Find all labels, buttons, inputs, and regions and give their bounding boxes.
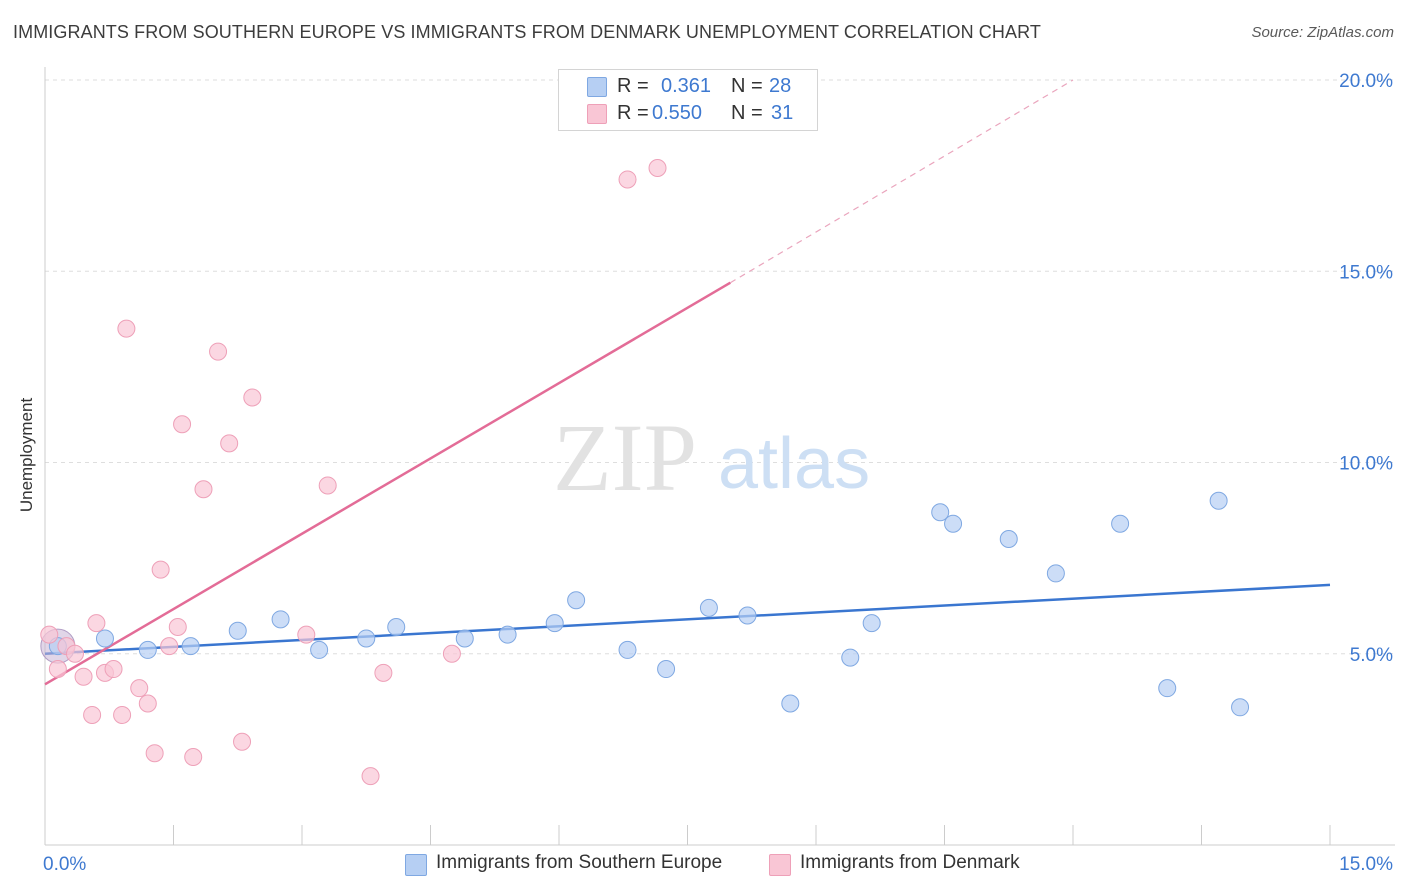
swatch-southern-europe [587,77,607,97]
point-denmark [209,342,228,361]
y-tick-label: 5.0% [1350,645,1393,666]
legend-label-southern-europe: Immigrants from Southern Europe [436,852,723,873]
point-southern-europe [95,629,114,648]
point-southern-europe [618,640,637,659]
point-southern-europe [1209,491,1228,510]
point-southern-europe [181,637,200,656]
y-tick-label: 20.0% [1339,71,1393,92]
point-denmark [83,705,102,724]
point-denmark [184,748,203,767]
point-denmark [48,660,67,679]
point-southern-europe [1231,698,1250,717]
n-value: 28 [769,75,792,97]
source-label: Source: ZipAtlas.com [1251,24,1394,41]
point-denmark [243,388,262,407]
legend-swatch-southern-europe [405,854,427,876]
point-southern-europe [545,614,564,633]
point-southern-europe [228,621,247,640]
grid-lines [45,79,1395,655]
point-southern-europe [862,614,881,633]
point-southern-europe [387,617,406,636]
point-denmark [361,767,380,786]
point-southern-europe [841,648,860,667]
data-points [40,158,1250,786]
point-southern-europe [455,629,474,648]
watermark: ZIP atlas [553,404,870,511]
r-value: 0.361 [661,75,712,97]
point-southern-europe [271,610,290,629]
point-southern-europe [1111,514,1130,533]
point-denmark [65,644,84,663]
point-denmark [374,663,393,682]
point-denmark [168,617,187,636]
point-southern-europe [357,629,376,648]
point-denmark [40,625,59,644]
point-southern-europe [944,514,963,533]
point-denmark [194,480,213,499]
point-denmark [130,679,149,698]
point-southern-europe [699,598,718,617]
point-southern-europe [738,606,757,625]
trend-line-denmark-extension [730,79,1074,284]
y-tick-label: 10.0% [1339,454,1393,475]
point-denmark [151,560,170,579]
point-denmark [618,170,637,189]
watermark-zip: ZIP [553,404,697,511]
n-value: 31 [771,102,794,124]
point-southern-europe [498,625,517,644]
point-denmark [233,732,252,751]
point-southern-europe [931,503,950,522]
point-denmark [87,614,106,633]
trend-lines [44,79,1331,686]
point-denmark [138,694,157,713]
swatch-denmark [587,104,607,124]
point-southern-europe [138,640,157,659]
point-denmark [104,660,123,679]
point-southern-europe [657,660,676,679]
point-southern-europe [567,591,586,610]
n-label: N = [731,102,763,124]
point-denmark [113,705,132,724]
r-value: 0.550 [652,102,703,124]
point-denmark [74,667,93,686]
point-denmark [145,744,164,763]
trend-line-denmark [44,281,731,686]
point-denmark [297,625,316,644]
legend-swatch-denmark [769,854,791,876]
stats-row-southern-europe: R = 0.361 N = 28 [559,73,817,99]
stats-row-denmark: R = 0.550 N = 31 [559,100,817,126]
point-southern-europe [1158,679,1177,698]
point-denmark [442,644,461,663]
point-southern-europe [999,530,1018,548]
y-axis-label: Unemployment [17,397,36,513]
n-label: N = [731,75,763,97]
y-tick-label: 15.0% [1339,262,1393,283]
point-denmark [648,158,667,177]
tick-labels: 5.0% 10.0% 15.0% 20.0% 0.0% 15.0% [43,71,1393,875]
trend-line-southern-europe [44,583,1331,655]
point-southern-europe [781,694,800,713]
legend-label-denmark: Immigrants from Denmark [800,852,1020,873]
point-denmark [173,415,192,434]
point-southern-europe [310,640,329,659]
point-southern-europe [1046,564,1065,583]
r-label: R = [617,102,649,124]
chart-title: IMMIGRANTS FROM SOUTHERN EUROPE VS IMMIG… [13,22,1041,42]
axes [44,67,1395,846]
point-denmark [117,319,136,338]
r-label: R = [617,75,649,97]
x-tick-label: 0.0% [43,854,86,875]
stats-box: R = 0.361 N = 28 R = 0.550 N = 31 [558,69,818,131]
watermark-atlas: atlas [718,424,870,504]
point-denmark [160,637,179,656]
point-denmark [318,476,337,495]
x-tick-label: 15.0% [1339,854,1393,875]
point-denmark [220,434,239,453]
